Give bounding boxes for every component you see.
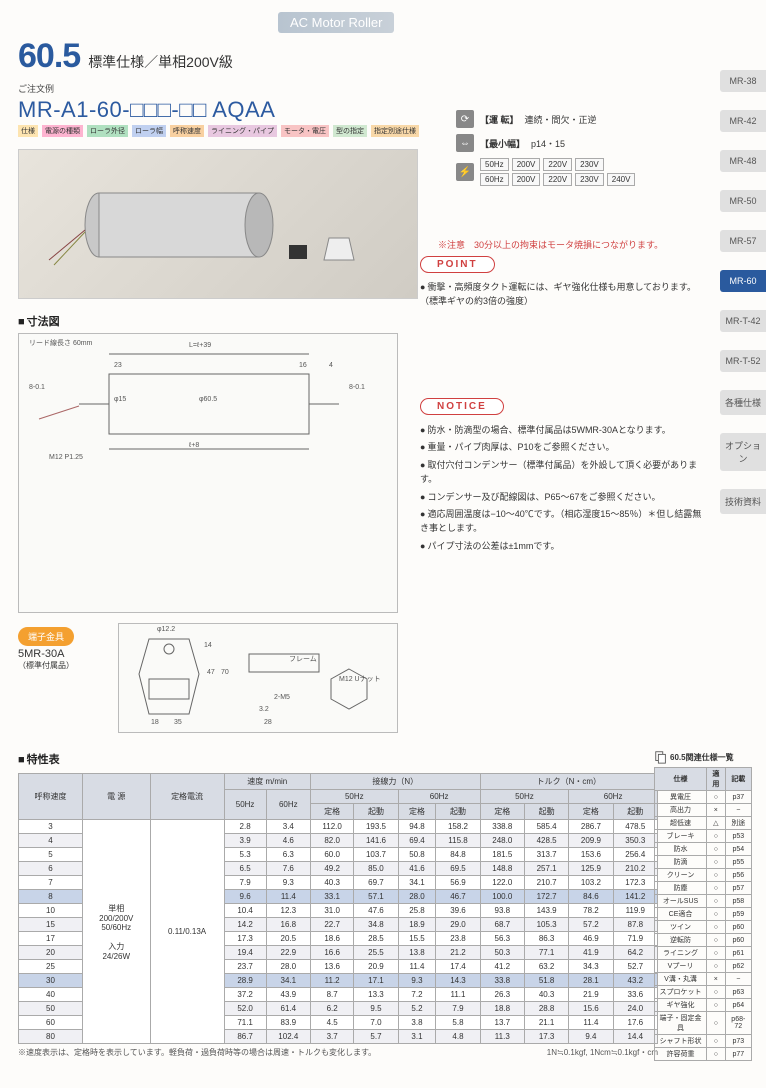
terminal-diagram: フレーム M12 Uナット φ12.2 47 70 18 35 28 2-M5 … [118, 623, 398, 733]
table-row: 高出力×− [655, 804, 752, 817]
freq-tag: 230V [575, 173, 604, 186]
legend-item: ローラ幅 [132, 125, 166, 137]
terminal-badge: 端子金具 [18, 627, 74, 646]
freq-tag: 230V [575, 158, 604, 171]
caution-text: ※注意 30分以上の拘束はモータ焼損につながります。 [438, 238, 663, 251]
point-badge: POINT [420, 256, 495, 273]
freq-tag: 60Hz [480, 173, 509, 186]
side-tab[interactable]: MR-50 [720, 190, 766, 212]
rotate-icon: ⟳ [456, 110, 474, 128]
bolt-icon: ⚡ [456, 163, 474, 181]
legend-item: 仕様 [18, 125, 38, 137]
legend-item: 指定別途仕様 [371, 125, 419, 137]
spec-table: 呼称速度 電 源 定格電流 速度 m/min 接線力（N） トルク（N・cm） … [18, 773, 658, 1044]
side-tab[interactable]: 各種仕様 [720, 390, 766, 415]
table-row: 防水○p54 [655, 843, 752, 856]
notice-item: コンデンサー及び配線図は、P65～67をご参照ください。 [420, 490, 710, 504]
header-band: AC Motor Roller [278, 12, 394, 33]
table-row: V溝・丸溝×− [655, 973, 752, 986]
product-photo [18, 149, 418, 299]
notice-item: 適応周囲温度は−10～40℃です。（相応湿度15～85％）＊但し結露無き事としま… [420, 507, 710, 536]
table-row: ギヤ強化○p64 [655, 999, 752, 1012]
table-row: スプロケット○p63 [655, 986, 752, 999]
table-row: シャフト形状○p73 [655, 1035, 752, 1048]
terminal-code: 5MR-30A [18, 648, 108, 660]
notice-item: 取付穴付コンデンサー（標準付属品）を外設して頂く必要があります。 [420, 458, 710, 487]
table-row: ライニング○p61 [655, 947, 752, 960]
legend-item: 電源の種類 [42, 125, 83, 137]
table-row: 逆転防○p60 [655, 934, 752, 947]
table-row: 許容荷重○p77 [655, 1048, 752, 1061]
freq-tag: 240V [607, 173, 636, 186]
table-row: 異電圧○p37 [655, 791, 752, 804]
legend-item: モータ・電圧 [281, 125, 329, 137]
freq-tag: 50Hz [480, 158, 509, 171]
table-row: ブレーキ○p53 [655, 830, 752, 843]
side-tab[interactable]: MR-38 [720, 70, 766, 92]
info-box: ⟳ 【運 転】 連続・間欠・正逆 ⇔ 【最小幅】 p14・15 ⚡ 50Hz20… [456, 110, 686, 192]
notice-badge: NOTICE [420, 398, 504, 415]
side-tab[interactable]: MR-T-42 [720, 310, 766, 332]
table-row: Vプーリ○p62 [655, 960, 752, 973]
spec-heading: 特性表 [18, 751, 748, 767]
table-row: 3単相 200/200V 50/60Hz 入力 24/26W0.11/0.13A… [19, 820, 658, 834]
table-row: 端子・固定金具○p68-72 [655, 1012, 752, 1035]
notice-item: 防水・防滴型の場合、標準付属品は5WMR-30Aとなります。 [420, 423, 710, 437]
table-row: ツイン○p60 [655, 921, 752, 934]
dimension-diagram: リード線長さ 60mm L=ℓ+39 ℓ+8 φ60.5 φ15 8-0.1 8… [18, 333, 398, 613]
legend-item: 型の指定 [333, 125, 367, 137]
order-label: ご注文例 [18, 82, 748, 95]
side-tab[interactable]: MR-T-52 [720, 350, 766, 372]
side-tab[interactable]: MR-48 [720, 150, 766, 172]
side-tab[interactable]: MR-57 [720, 230, 766, 252]
table-row: 防滴○p55 [655, 856, 752, 869]
freq-tag: 200V [512, 173, 541, 186]
title-number: 60.5 [18, 37, 80, 76]
title-subtitle: 標準仕様／単相200V級 [88, 52, 233, 72]
side-tab[interactable]: MR-42 [720, 110, 766, 132]
table-row: オールSUS○p58 [655, 895, 752, 908]
freq-tag: 220V [543, 158, 572, 171]
notice-item: 重量・パイプ肉厚は、P10をご参照ください。 [420, 440, 710, 454]
legend-item: ローラ外径 [87, 125, 128, 137]
footnote-2: 1N≒0.1kgf, 1Ncm≒0.1kgf・cm [547, 1047, 658, 1058]
dimension-heading: 寸法図 [18, 313, 748, 329]
side-tab[interactable]: 技術資料 [720, 489, 766, 514]
freq-tag: 220V [543, 173, 572, 186]
terminal-sub: （標準付属品） [18, 660, 108, 671]
point-item: 衝撃・高頻度タクト運転には、ギヤ強化仕様も用意しております。（標準ギヤの約3倍の… [420, 281, 700, 308]
notice-item: パイプ寸法の公差は±1mmです。 [420, 539, 710, 553]
width-icon: ⇔ [456, 134, 474, 152]
footnote-1: ※速度表示は、定格時を表示しています。軽負荷・過負荷時等の場合は周速・トルクも変… [18, 1047, 376, 1058]
table-row: CE適合○p59 [655, 908, 752, 921]
table-row: クリーン○p56 [655, 869, 752, 882]
table-row: 超低速△別途 [655, 817, 752, 830]
table-row: 防塵○p57 [655, 882, 752, 895]
freq-tag: 200V [512, 158, 541, 171]
related-spec-box: 60.5関連仕様一覧 仕様適用記載異電圧○p37高出力×−超低速△別途ブレーキ○… [654, 750, 752, 1061]
legend-item: 呼称速度 [170, 125, 204, 137]
side-tab[interactable]: MR-60 [720, 270, 766, 292]
legend-item: ライニング・パイプ [208, 125, 277, 137]
copy-icon [654, 750, 668, 764]
side-tab[interactable]: オプション [720, 433, 766, 471]
